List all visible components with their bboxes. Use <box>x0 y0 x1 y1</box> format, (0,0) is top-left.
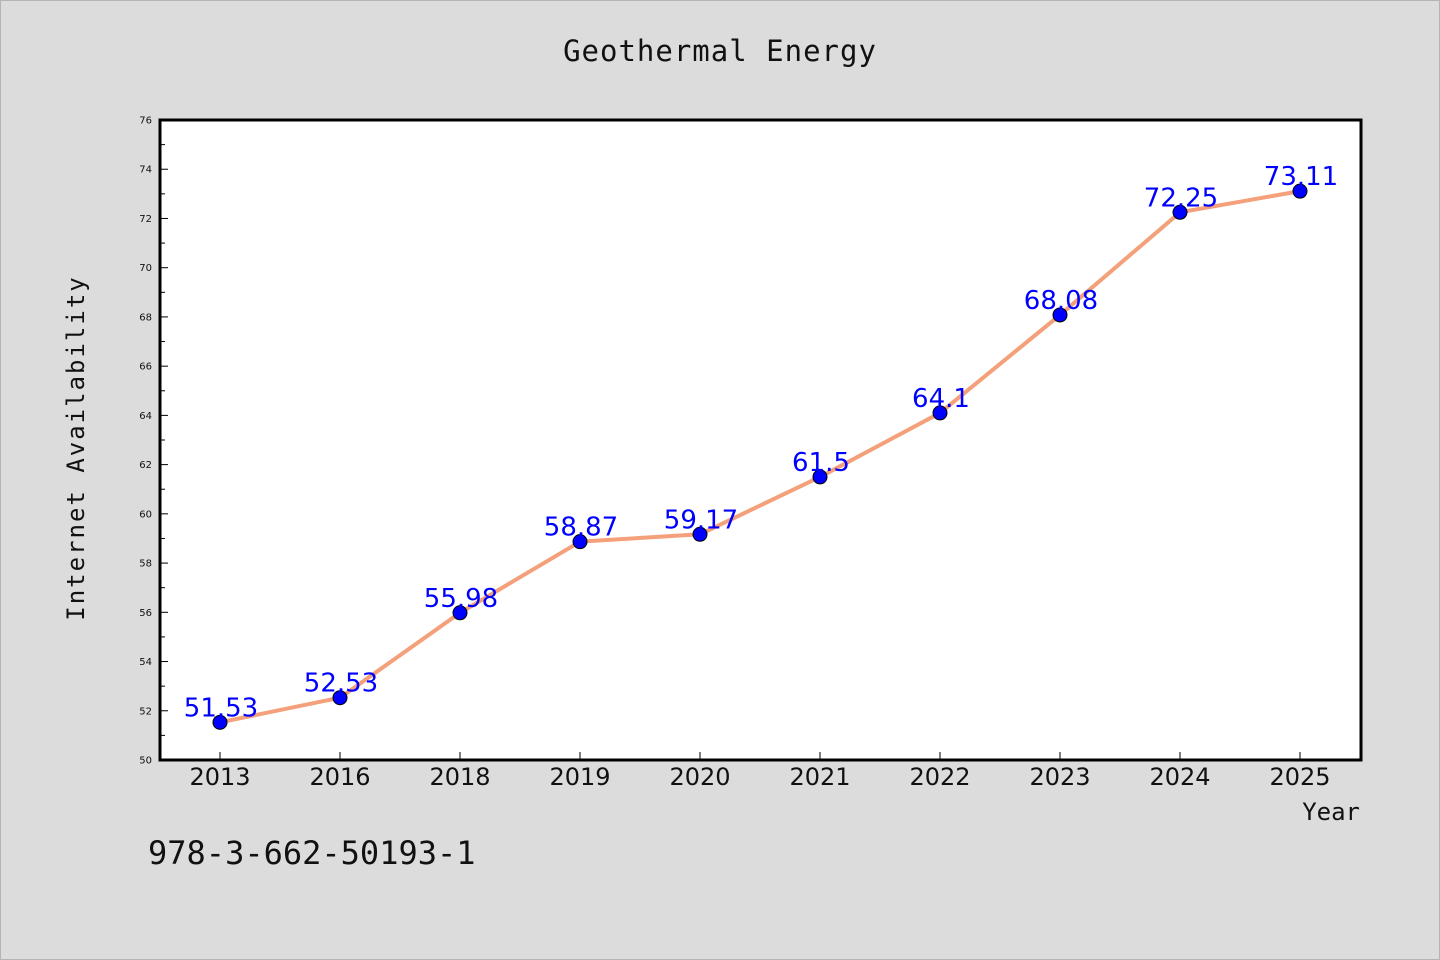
y-tick-label: 70 <box>139 263 152 274</box>
data-point-label: 58.87 <box>544 513 618 543</box>
y-tick-label: 54 <box>139 657 152 668</box>
plot-border <box>158 118 1363 762</box>
y-tick-label: 60 <box>139 509 152 520</box>
data-point-marker <box>1172 204 1188 220</box>
x-axis-ticks: 2013 2016 2018 2019 2020 2021 2022 2023 2024 2025 <box>189 752 1331 791</box>
footer-code: 978-3-662-50193-1 <box>148 834 476 872</box>
data-point-label: 68.08 <box>1024 286 1098 316</box>
data-point-marker <box>572 534 588 550</box>
data-labels: 51.53 52.53 55.98 58.87 59.17 61.5 64.1 68.08 72… <box>184 162 1338 723</box>
data-point-label: 55.98 <box>424 584 498 614</box>
chart-title: Geothermal Energy <box>563 34 877 68</box>
data-point-marker <box>212 714 228 730</box>
x-tick-label: 2020 <box>669 763 730 791</box>
data-point-marker <box>452 605 468 621</box>
data-point-label: 61.5 <box>792 448 850 478</box>
series-markers <box>212 183 1308 730</box>
y-tick-label: 68 <box>139 312 152 323</box>
y-tick-label: 74 <box>139 165 152 176</box>
x-tick-label: 2022 <box>909 763 970 791</box>
series-line <box>219 189 1301 725</box>
x-tick-label: 2016 <box>309 763 370 791</box>
y-tick-label: 56 <box>139 608 152 619</box>
data-point-marker <box>932 405 948 421</box>
data-point-marker <box>1292 183 1308 199</box>
x-axis-label: Year <box>1302 798 1360 826</box>
x-tick-label: 2019 <box>549 763 610 791</box>
y-tick-label: 58 <box>139 559 152 570</box>
y-tick-label: 76 <box>139 116 152 127</box>
x-tick-label: 2024 <box>1149 763 1210 791</box>
x-tick-label: 2025 <box>1269 763 1330 791</box>
data-point-marker <box>332 690 348 706</box>
data-point-marker <box>812 469 828 485</box>
data-point-marker <box>1052 307 1068 323</box>
data-point-label: 52.53 <box>304 669 378 699</box>
data-point-label: 73.11 <box>1264 162 1338 192</box>
y-tick-label: 64 <box>139 411 152 422</box>
y-tick-label: 50 <box>139 756 152 767</box>
y-axis-ticks: 50 52 54 56 58 60 62 64 66 68 70 72 74 76 <box>139 116 168 767</box>
x-tick-label: 2018 <box>429 763 490 791</box>
y-tick-label: 62 <box>139 460 152 471</box>
x-tick-label: 2013 <box>189 763 250 791</box>
data-point-label: 59.17 <box>664 505 738 535</box>
x-tick-label: 2023 <box>1029 763 1090 791</box>
x-tick-label: 2021 <box>789 763 850 791</box>
data-point-label: 64.1 <box>912 384 970 414</box>
data-point-label: 72.25 <box>1144 183 1218 213</box>
y-tick-label: 72 <box>139 214 152 225</box>
data-point-label: 51.53 <box>184 693 258 723</box>
data-point-marker <box>692 526 708 542</box>
y-tick-label: 66 <box>139 362 152 373</box>
y-tick-label: 52 <box>139 706 152 717</box>
